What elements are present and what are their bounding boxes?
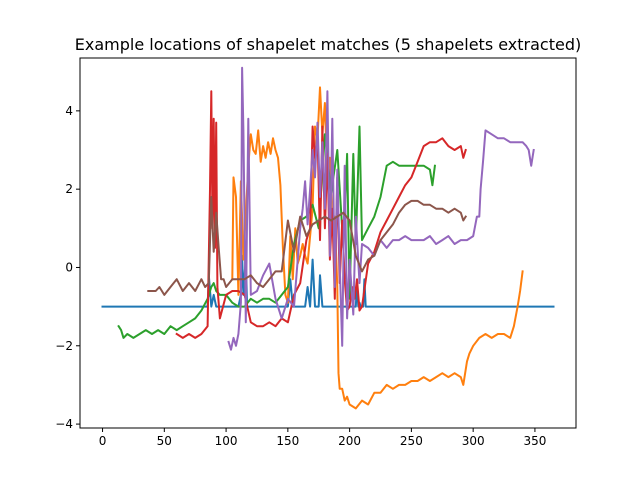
x-tick-label: 350 — [523, 434, 546, 448]
x-tick-label: 150 — [276, 434, 299, 448]
plot-frame — [79, 57, 577, 429]
x-tick-label: 0 — [99, 434, 107, 448]
series-line-5 — [227, 66, 535, 351]
x-tick-label: 250 — [400, 434, 423, 448]
series-line-1 — [101, 254, 555, 308]
x-tick-label: 50 — [157, 434, 172, 448]
series-layer — [101, 66, 555, 410]
x-tick-label: 300 — [462, 434, 485, 448]
axes-layer: 0 50 100 150 200 250 300 350 −4 −2 0 2 4 — [55, 57, 577, 448]
y-tick-label: 2 — [65, 182, 73, 196]
y-tick-label: 0 — [65, 260, 73, 274]
x-tick-label: 100 — [215, 434, 238, 448]
series-line-3 — [117, 125, 437, 339]
y-tick-label: −4 — [55, 417, 73, 431]
series-line-6 — [147, 196, 468, 296]
chart-title: Example locations of shapelet matches (5… — [75, 35, 581, 54]
y-tick-label: −2 — [55, 339, 73, 353]
y-tick-label: 4 — [65, 104, 73, 118]
x-tick-label: 200 — [338, 434, 361, 448]
